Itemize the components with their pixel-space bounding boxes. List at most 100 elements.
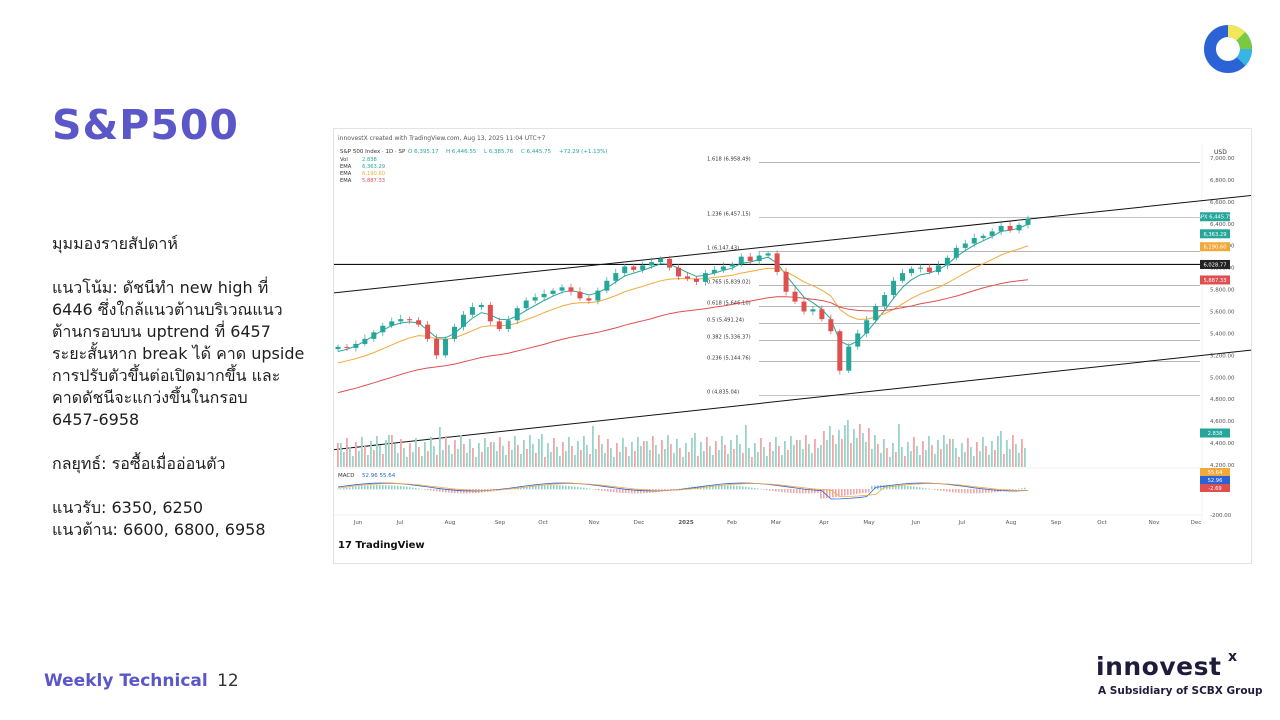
volume-bar [799,440,801,467]
macd-hist-bar [811,489,813,494]
macd-signal-line [337,483,1029,497]
macd-hist-bar [793,489,795,494]
volume-bar [499,437,501,467]
macd-hist-bar [400,486,402,490]
macd-hist-bar [613,489,615,493]
fib-level-label: 1 (6,147.43) [707,245,739,251]
volume-bar [418,447,420,467]
x-axis: Jun Jul Aug Sep Oct Nov Dec 2025 Feb Mar Apr May Jun… [353,520,1202,526]
volume-bar [856,438,858,467]
macd-hist-bar [748,487,750,490]
volume-bar [358,451,360,467]
macd-hist-bar [439,489,441,492]
indicator-value: 6,363.29 [362,164,385,170]
volume-bar [427,451,429,467]
volume-bar [526,449,528,467]
macd-hist-bar [340,488,342,490]
macd-hist-bar [580,487,582,490]
macd-hist-bar [715,485,717,490]
volume-bar [721,436,723,467]
macd-hist-bar [373,485,375,490]
volume-bar [553,438,555,467]
candle-body [917,267,923,269]
volume-bar [703,451,705,467]
volume-bar [589,454,591,467]
volume-bar [724,445,726,467]
candle-body [864,320,870,334]
upper-trendline [334,194,1251,294]
x-tick-label: Jul [396,520,404,526]
volume-bar [556,447,558,467]
volume-bar [925,450,927,467]
macd-hist-bar [640,489,642,494]
candle-body [935,265,941,273]
y-tick-label: 6,800.00 [1210,178,1235,184]
volume-bar [1003,454,1005,467]
candle-body [496,321,502,330]
price-badge-label: 6,028.77 [1203,262,1226,268]
resistance-text: แนวต้าน: 6600, 6800, 6958 [52,520,266,539]
volume-bar [505,455,507,467]
macd-hist-bar [835,489,837,497]
volume-bar [841,439,843,467]
macd-hist-bar [898,485,900,490]
fib-level-label: 0.382 (5,336.37) [707,334,751,340]
volume-bar [601,444,603,467]
macd-badge [1200,468,1230,476]
volume-bar [907,442,909,467]
volume-bar [586,445,588,467]
x-tick-label: Oct [538,520,548,526]
volume-bar [757,452,759,467]
volume-bar [577,441,579,467]
fib-level-label: 0 (4,835.04) [707,389,739,395]
macd-hist-bar [907,485,909,490]
macd-hist-bar [787,489,789,493]
commentary-panel: มุมมองรายสัปดาห์ แนวโน้ม: ดัชนีทำ new hi… [52,233,324,541]
volume-bar [871,449,873,467]
macd-hist-bar [832,489,834,498]
volume-bar [772,451,774,467]
volume-bar [850,443,852,467]
macd-panel: MACD 52.96 55.64 -200.00 [334,467,1232,519]
ohlc-change: +72.29 (+1.13%) [559,149,607,155]
macd-hist-bar [382,485,384,490]
macd-hist-bar [946,489,948,492]
candle-body [819,309,825,320]
volume-bar [811,453,813,467]
volume-bar [439,427,441,467]
trend-line: ระยะสั้นหาก break ได้ คาด upside [52,344,305,363]
volume-bar [448,445,450,467]
candle-body [980,235,986,239]
y-tick-label: 5,200.00 [1210,353,1235,359]
volume-bar [637,437,639,467]
macd-hist-bar [928,488,930,490]
volume-bar [622,438,624,467]
ohlc-open: O 6,395.17 [408,149,439,155]
indicator-value: 6,190.60 [362,171,385,177]
volume-bar [490,442,492,467]
volume-bar [454,440,456,467]
volume-bar [817,448,819,467]
volume-bar [382,454,384,467]
macd-hist-bar [346,487,348,490]
macd-hist-bar [364,485,366,490]
macd-hist-bar [541,485,543,490]
volume-bar [883,439,885,467]
volume-bar [913,437,915,467]
volume-bar [346,438,348,467]
candle-body [926,267,932,273]
macd-hist-bar [859,489,861,494]
macd-hist-bar [904,485,906,490]
volume-bar [844,425,846,467]
volume-bar [904,456,906,467]
volume-bar [697,456,699,467]
fib-level-label: 0.5 (5,491.24) [707,317,744,323]
candles [335,215,1031,375]
y-tick-label: 4,800.00 [1210,397,1235,403]
macd-hist-bar [568,485,570,490]
macd-hist-bar [562,485,564,490]
y-tick-label: 6,600.00 [1210,200,1235,206]
volume-bar [766,456,768,467]
trend-line: การปรับตัวขึ้นต่อเปิดมากขึ้น และ [52,366,281,385]
volume-bar [475,457,477,467]
